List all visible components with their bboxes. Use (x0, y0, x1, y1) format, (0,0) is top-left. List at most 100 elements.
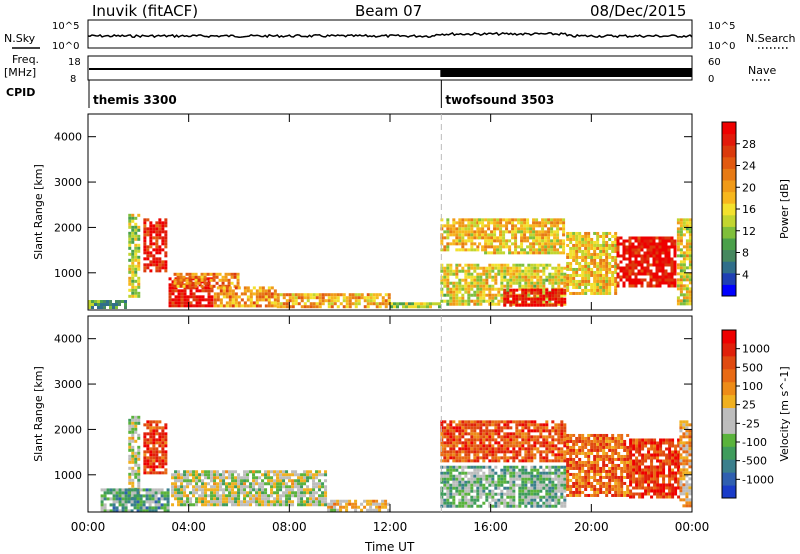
data-cell (616, 236, 677, 288)
y-axis-label: Slant Range [km] (32, 164, 45, 260)
data-cell (128, 213, 141, 298)
nsearch-tick-hi: 10^5 (708, 21, 735, 32)
colorbar-segment (722, 355, 736, 370)
time-axis-label: Time UT (364, 540, 415, 554)
colorbar-segment (722, 238, 736, 251)
y-tick-label: 2000 (54, 221, 82, 234)
colorbar-segment (722, 433, 736, 447)
colorbar-tick-label: 4 (742, 268, 749, 281)
colorbar-tick-label: -1000 (742, 473, 774, 486)
data-cell (566, 433, 630, 497)
data-cell (143, 218, 168, 273)
colorbar-segment (722, 472, 736, 486)
nave-band (440, 68, 692, 77)
freq-label-2: [MHz] (4, 66, 36, 79)
nave-tick-hi: 60 (708, 57, 721, 68)
freq-tick-hi: 18 (68, 57, 81, 68)
x-tick-label: 12:00 (373, 520, 408, 534)
data-cell (100, 488, 170, 513)
colorbar-tick-label: 12 (742, 225, 756, 238)
colorbar-segment (722, 284, 736, 297)
beam-title: Beam 07 (355, 2, 422, 20)
power-panel: 1000 2000 3000 4000 Slant Range [km] (32, 113, 693, 311)
data-cell (143, 420, 168, 475)
data-cell (390, 302, 441, 309)
x-tick-label: 20:00 (574, 520, 609, 534)
data-cell (276, 293, 391, 309)
nsky-tick-lo: 10^0 (52, 41, 79, 52)
x-tick-label: 00:00 (71, 520, 106, 534)
colorbar-segment (722, 407, 736, 421)
colorbar-tick-label: -25 (742, 417, 760, 430)
data-cell (440, 465, 567, 508)
nave-tick-lo: 0 (708, 74, 714, 85)
colorbar-segment (722, 394, 736, 409)
colorbar-segment (722, 261, 736, 274)
y-tick-label: 4000 (54, 333, 82, 346)
velocity-panel: 1000 2000 3000 4000 Slant Range [km] 00:00 04:… (32, 315, 710, 534)
colorbar-tick-label: 28 (742, 138, 756, 151)
cpid-label: CPID (6, 86, 35, 99)
colorbar-segment (722, 180, 736, 193)
y-axis-label: Slant Range [km] (32, 366, 45, 462)
nsky-panel (87, 19, 693, 49)
data-cell (440, 420, 567, 463)
colorbar-segment (722, 214, 736, 227)
colorbar-segment (722, 168, 736, 181)
y-tick-label: 3000 (54, 176, 82, 189)
y-tick-label: 4000 (54, 131, 82, 144)
nsearch-label: N.Search (746, 32, 796, 45)
colorbar-tick-label: 20 (742, 181, 756, 194)
x-tick-label: 04:00 (171, 520, 206, 534)
data-cell (171, 470, 328, 507)
data-cell (566, 231, 618, 295)
nsky-tick-hi: 10^5 (52, 21, 79, 32)
cpid-markers: themis 3300 twofsound 3503 (88, 80, 554, 108)
colorbar-segment (722, 381, 736, 396)
x-tick-label: 16:00 (473, 520, 508, 534)
colorbar-tick-label: 1000 (742, 343, 770, 356)
colorbar-tick-label: 24 (742, 160, 756, 173)
colorbar-segment (722, 249, 736, 262)
nsky-label: N.Sky (4, 32, 36, 45)
colorbar-segment (722, 485, 736, 499)
colorbar-tick-label: 16 (742, 203, 756, 216)
colorbar-segment (722, 203, 736, 216)
colorbar-segment (722, 145, 736, 158)
y-tick-label: 3000 (54, 378, 82, 391)
colorbar-segment (722, 226, 736, 239)
colorbar-segment (722, 342, 736, 357)
colorbar-segment (722, 272, 736, 285)
colorbar-segment (722, 156, 736, 169)
data-cell (679, 420, 692, 508)
colorbar-segment (722, 446, 736, 460)
colorbar-segment (722, 133, 736, 146)
y-tick-label: 1000 (54, 267, 82, 280)
colorbar-label: Power [dB] (778, 179, 791, 239)
colorbar-segment (722, 191, 736, 204)
data-cell (478, 218, 566, 255)
colorbar-tick-label: -100 (742, 436, 767, 449)
colorbar-segment (722, 420, 736, 434)
colorbar-segment (722, 330, 736, 344)
data-cell (676, 218, 692, 306)
x-tick-label: 00:00 (675, 520, 710, 534)
data-cell (503, 288, 567, 307)
colorbar-segment (722, 368, 736, 383)
freq-tick-lo: 8 (70, 74, 76, 85)
data-cell (128, 415, 141, 500)
data-cell (327, 499, 391, 512)
colorbar-segment (722, 122, 736, 135)
freq-label-1: Freq. (12, 53, 39, 66)
colorbar-tick-label: 25 (742, 399, 756, 412)
velocity-colorbar: 1000 500 100 25 -25 -100 -500 -1000 Velocity [m … (721, 329, 791, 499)
data-cell (173, 272, 240, 288)
nave-label: Nave (748, 64, 776, 77)
data-cell (629, 438, 681, 499)
nsky-trace (87, 31, 693, 39)
nsearch-tick-lo: 10^0 (708, 41, 735, 52)
data-cell (213, 286, 277, 308)
y-tick-label: 1000 (54, 469, 82, 482)
colorbar-label: Velocity [m s^-1] (778, 366, 791, 461)
